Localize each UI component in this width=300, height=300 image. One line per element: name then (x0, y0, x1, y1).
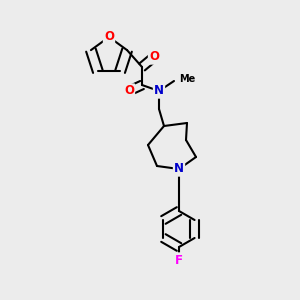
Text: N: N (174, 163, 184, 176)
Text: F: F (175, 254, 183, 266)
Text: Me: Me (179, 74, 195, 84)
Text: O: O (124, 85, 134, 98)
Text: N: N (154, 85, 164, 98)
Text: O: O (149, 50, 159, 64)
Text: O: O (104, 31, 114, 44)
